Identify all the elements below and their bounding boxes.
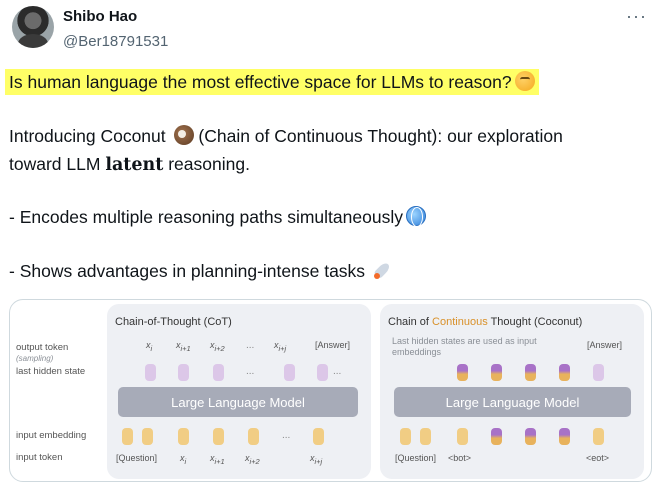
label-input-token: input token [16,452,63,463]
coconut-hidden-state [593,364,604,381]
coconut-input-embedding [491,428,502,445]
tweet-image[interactable]: Chain-of-Thought (CoT) Chain of Continuo… [9,299,652,482]
cot-hidden-state [145,364,156,381]
coconut-hidden-state [491,364,502,381]
cot-hidden-state [178,364,189,381]
cot-embed-dots: ... [282,430,291,441]
cot-output-dots: ... [246,340,255,351]
coconut-input-embedding [559,428,570,445]
label-sampling: (sampling) [16,354,54,363]
globe-icon [405,206,426,227]
cot-output-answer: [Answer] [315,340,351,350]
coconut-input-bot: <bot> [448,453,472,463]
coconut-input-eot: <eot> [586,453,610,463]
coconut-input-embedding [457,428,468,445]
coconut-hidden-state [457,364,468,381]
coconut-llm-box: Large Language Model [394,387,631,417]
cot-hidden-state [317,364,328,381]
cot-input-embedding [122,428,133,445]
cot-input-embedding [313,428,324,445]
cot-input-token: xi [180,453,187,466]
coconut-output-answer: [Answer] [587,340,623,350]
cot-hidden-state [213,364,224,381]
coconut-input-embedding [525,428,536,445]
cot-title: Chain-of-Thought (CoT) [115,316,232,328]
coconut-title: Chain of Continuous Thought (Coconut) [388,316,583,328]
rocket-icon [373,260,393,280]
cot-input-question: [Question] [116,453,158,463]
bullet-text-2: - Shows advantages in planning-intense t… [9,261,366,281]
author-name[interactable]: Shibo Hao [63,8,138,25]
cot-input-token: xi+1 [210,453,225,466]
author-handle[interactable]: @Ber18791531 [63,33,169,50]
cot-input-token: xi+j [310,453,323,466]
thinking-face-icon [514,71,535,91]
cot-input-embedding [213,428,224,445]
avatar[interactable] [12,6,54,48]
label-output-token: output token [16,342,69,353]
cot-hidden-state [284,364,295,381]
intro-text-4: reasoning. [168,154,250,174]
cot-llm-box: Large Language Model [118,387,358,417]
bullet-line-2: - Shows advantages in planning-intense t… [9,259,393,283]
tweet-headline: Is human language the most effective spa… [9,72,512,92]
cot-input-embedding [142,428,153,445]
intro-text-2: (Chain of Continuous Thought): our explo… [198,126,563,146]
bullet-line-1: - Encodes multiple reasoning paths simul… [9,205,426,229]
cot-output-token: xi+1 [176,340,191,353]
cot-input-embedding [248,428,259,445]
coconut-icon [173,125,194,145]
tweet-headline-line: Is human language the most effective spa… [5,69,539,95]
coconut-input-embedding [593,428,604,445]
coconut-input-embedding [420,428,431,445]
cot-output-token: xi+2 [210,340,225,353]
headline-highlight: Is human language the most effective spa… [5,69,539,95]
more-options-icon[interactable]: ··· [626,6,647,26]
intro-bold-latent: latent [105,155,164,175]
coconut-hidden-state [525,364,536,381]
cot-input-token: xi+2 [245,453,260,466]
coconut-note: Last hidden states are used as input emb… [392,336,537,357]
coconut-input-embedding [400,428,411,445]
label-input-embedding: input embedding [16,430,87,441]
bullet-text-1: - Encodes multiple reasoning paths simul… [9,207,403,227]
cot-hidden-dots: ... [246,366,255,377]
cot-output-token: xi [146,340,153,353]
intro-text-1: Introducing Coconut [9,126,166,146]
intro-text-3: toward LLM [9,154,101,174]
cot-output-token: xi+j [274,340,287,353]
coconut-input-question: [Question] [395,453,437,463]
coconut-hidden-state [559,364,570,381]
label-last-hidden-state: last hidden state [16,366,86,377]
intro-line-2: toward LLM latent reasoning. [9,152,250,177]
cot-input-embedding [178,428,189,445]
cot-hidden-dots-2: ... [333,366,342,377]
intro-line-1: Introducing Coconut (Chain of Continuous… [9,124,563,148]
